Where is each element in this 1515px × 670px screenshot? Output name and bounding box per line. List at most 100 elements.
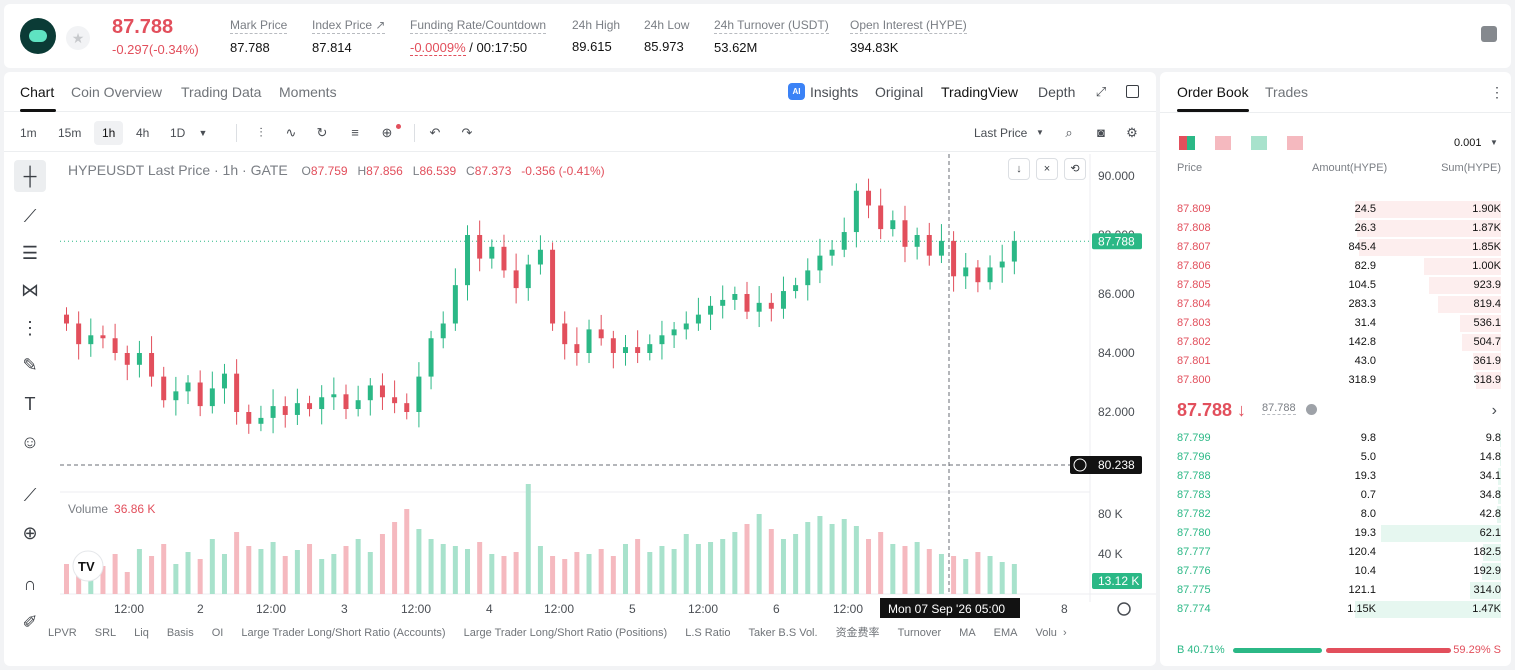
stat-index-price[interactable]: Index Price ↗ 87.814: [312, 18, 386, 55]
tab-depth[interactable]: Depth: [1038, 84, 1076, 100]
indicator-ls-positions[interactable]: Large Trader Long/Short Ratio (Positions…: [463, 627, 668, 639]
zoom-in-icon[interactable]: ⊕: [22, 523, 38, 543]
indicator-funding[interactable]: 资金费率: [835, 627, 880, 639]
asks-row[interactable]: 87.809 24.5 1.90K: [1177, 200, 1501, 219]
asks-row[interactable]: 87.802 142.8 504.7: [1177, 333, 1501, 352]
refresh-icon[interactable]: ⟲: [1064, 158, 1086, 180]
asks-row[interactable]: 87.806 82.9 1.00K: [1177, 257, 1501, 276]
horizontal-lines-icon[interactable]: ☰: [21, 243, 39, 263]
tab-trades[interactable]: Trades: [1265, 84, 1309, 100]
timeframe-1d[interactable]: 1D: [170, 126, 186, 140]
indicator-ls-ratio[interactable]: L.S Ratio: [685, 627, 731, 639]
window-icon[interactable]: [1126, 85, 1139, 98]
collapse-icon[interactable]: ×: [1036, 158, 1058, 180]
brush-icon[interactable]: ✎: [22, 355, 38, 375]
indicator-ema[interactable]: EMA: [993, 627, 1018, 639]
precision-select[interactable]: 0.001: [1454, 137, 1482, 149]
candle-type-icon[interactable]: ⫶: [259, 125, 263, 140]
layout-bids-icon[interactable]: [1251, 136, 1267, 150]
asks-row[interactable]: 87.805 104.5 923.9: [1177, 276, 1501, 295]
asks-row[interactable]: 87.808 26.3 1.87K: [1177, 219, 1501, 238]
search-icon[interactable]: ⌕: [1065, 125, 1073, 140]
camera-icon[interactable]: ◙: [1097, 125, 1105, 140]
chevron-down-icon[interactable]: ▼: [1490, 138, 1498, 147]
indicator-ls-accounts[interactable]: Large Trader Long/Short Ratio (Accounts): [241, 627, 446, 639]
emoji-icon[interactable]: ☺: [20, 432, 40, 452]
tab-moments[interactable]: Moments: [279, 84, 337, 100]
magnet-icon[interactable]: ∩: [23, 574, 37, 594]
gear-icon[interactable]: ⚙: [1126, 125, 1138, 140]
timeframe-dropdown-icon[interactable]: ▼: [198, 128, 208, 138]
row-amount: 5.0: [1360, 451, 1376, 463]
ruler-icon[interactable]: ⟋: [23, 485, 37, 505]
stat-value: 89.615: [572, 39, 612, 54]
expand-icon[interactable]: ⤢: [1095, 84, 1107, 99]
timeframe-4h[interactable]: 4h: [136, 126, 150, 140]
indicator-turnover[interactable]: Turnover: [897, 627, 942, 639]
tab-original[interactable]: Original: [875, 84, 924, 100]
tab-trading-data[interactable]: Trading Data: [181, 84, 262, 100]
layout-asks-icon[interactable]: [1215, 136, 1231, 150]
stat-open-interest[interactable]: Open Interest (HYPE) 394.83K: [850, 18, 967, 55]
redo-icon[interactable]: ↷: [461, 125, 473, 140]
asks-row[interactable]: 87.803 31.4 536.1: [1177, 314, 1501, 333]
tab-order-book[interactable]: Order Book: [1177, 84, 1249, 100]
asks-row[interactable]: 87.801 43.0 361.9: [1177, 352, 1501, 371]
price-type-select[interactable]: Last Price: [974, 126, 1028, 140]
tab-coin-overview[interactable]: Coin Overview: [71, 84, 163, 100]
indicator-volume[interactable]: Volu: [1035, 627, 1057, 639]
indicator-lpvr[interactable]: LPVR: [48, 627, 77, 639]
arrow-down-icon[interactable]: ↓: [1008, 158, 1030, 180]
chevron-right-icon[interactable]: ›: [1491, 402, 1497, 419]
timeframe-1m[interactable]: 1m: [20, 126, 37, 140]
stat-funding-rate[interactable]: Funding Rate/Countdown -0.0009% / 00:17:…: [410, 18, 547, 56]
add-alert-icon[interactable]: ⊕: [381, 125, 393, 140]
trend-line-icon[interactable]: ⟋: [23, 206, 37, 226]
chevron-right-icon[interactable]: ›: [1062, 627, 1067, 639]
bids-row[interactable]: 87.799 9.8 9.8: [1177, 429, 1501, 448]
indicator-oi[interactable]: OI: [211, 627, 224, 639]
stat-24h-turnover[interactable]: 24h Turnover (USDT) 53.62M: [714, 18, 829, 55]
favorite-star-icon[interactable]: ★: [66, 26, 90, 50]
tab-insights[interactable]: Insights: [810, 84, 859, 100]
timeframe-15m[interactable]: 15m: [58, 126, 82, 140]
tab-chart[interactable]: Chart: [20, 84, 55, 100]
bids-row[interactable]: 87.777 120.4 182.5: [1177, 543, 1501, 562]
pattern-icon[interactable]: ⋈: [21, 280, 39, 300]
bids-row[interactable]: 87.788 19.3 34.1: [1177, 467, 1501, 486]
indicator-srl[interactable]: SRL: [94, 627, 117, 639]
row-price: 87.800: [1177, 374, 1211, 386]
indicator-taker-vol[interactable]: Taker B.S Vol.: [748, 627, 818, 639]
pencil-lock-icon[interactable]: ✐: [22, 612, 38, 632]
indicator-basis[interactable]: Basis: [166, 627, 194, 639]
bids-row[interactable]: 87.776 10.4 192.9: [1177, 562, 1501, 581]
chevron-down-icon[interactable]: ▼: [1036, 128, 1044, 137]
bids-row[interactable]: 87.780 19.3 62.1: [1177, 524, 1501, 543]
indicators-icon[interactable]: ∿: [285, 125, 297, 140]
crosshair-icon[interactable]: ┼: [14, 160, 46, 192]
bids-row[interactable]: 87.774 1.15K 1.47K: [1177, 600, 1501, 619]
asks-row[interactable]: 87.807 845.4 1.85K: [1177, 238, 1501, 257]
stat-mark-price[interactable]: Mark Price 87.788: [230, 18, 288, 55]
book-icon[interactable]: [1481, 26, 1497, 42]
tab-tradingview[interactable]: TradingView: [941, 84, 1019, 100]
fib-icon[interactable]: ⋮: [21, 318, 39, 338]
text-tool-icon[interactable]: T: [24, 394, 36, 414]
layout-both-icon[interactable]: [1179, 136, 1195, 150]
bids-row[interactable]: 87.783 0.7 34.8: [1177, 486, 1501, 505]
candle-body: [550, 249, 556, 324]
indicator-ma[interactable]: MA: [959, 627, 976, 639]
layout-alt-icon[interactable]: [1287, 136, 1303, 150]
undo-icon[interactable]: ↶: [429, 125, 441, 140]
asks-row[interactable]: 87.804 283.3 819.4: [1177, 295, 1501, 314]
bids-row[interactable]: 87.796 5.0 14.8: [1177, 448, 1501, 467]
bids-row[interactable]: 87.775 121.1 314.0: [1177, 581, 1501, 600]
asks-row[interactable]: 87.800 318.9 318.9: [1177, 371, 1501, 390]
templates-icon[interactable]: ≡: [351, 125, 359, 140]
indicator-liq[interactable]: Liq: [134, 627, 149, 639]
compare-icon[interactable]: ↻: [316, 125, 328, 140]
more-icon[interactable]: ⋮: [1490, 84, 1504, 100]
ai-insights-icon[interactable]: AI: [788, 83, 805, 100]
bids-row[interactable]: 87.782 8.0 42.8: [1177, 505, 1501, 524]
timeframe-1h[interactable]: 1h: [94, 121, 124, 145]
